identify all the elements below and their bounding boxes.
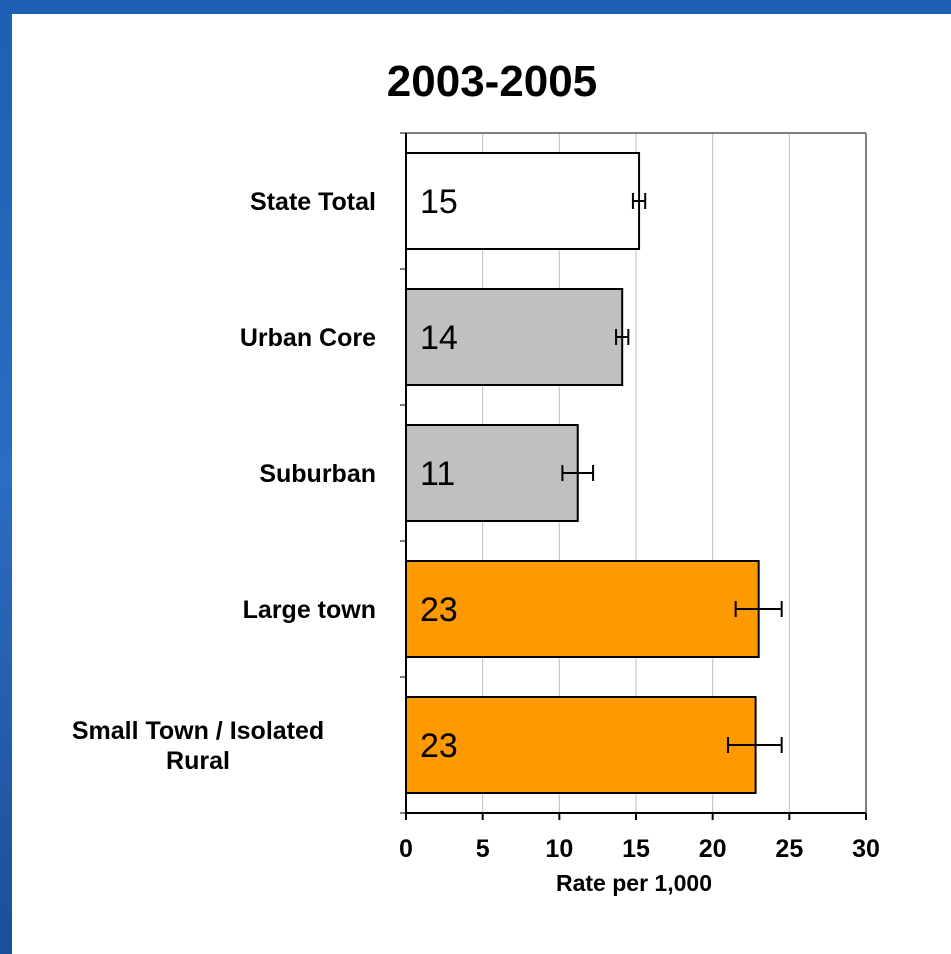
category-label-3: Large town	[243, 596, 376, 624]
x-axis-title: Rate per 1,000	[556, 870, 712, 896]
data-label-4: 23	[420, 727, 458, 765]
category-label-1: Urban Core	[240, 324, 376, 352]
category-label-line: Large town	[243, 596, 376, 624]
category-label-line: Small Town / Isolated	[72, 717, 324, 745]
data-label-3: 23	[420, 591, 458, 629]
category-label-4: Small Town / Isolated Rural	[72, 717, 324, 775]
x-tick-label-30: 30	[852, 835, 880, 863]
bar-layer: 15 14 11 23 23	[406, 153, 782, 793]
chart-title: 2003-2005	[387, 57, 597, 106]
category-label-line: Suburban	[259, 460, 376, 488]
bar-3	[406, 561, 759, 657]
x-tick-label-20: 20	[699, 835, 727, 863]
x-tick-label-10: 10	[545, 835, 573, 863]
category-label-line: Urban Core	[240, 324, 376, 352]
x-tick-label-25: 25	[775, 835, 803, 863]
x-tick-label-0: 0	[399, 835, 413, 863]
x-tick-label-5: 5	[476, 835, 490, 863]
category-label-2: Suburban	[259, 460, 376, 488]
data-label-0: 15	[420, 183, 458, 221]
category-label-line: State Total	[250, 188, 376, 216]
category-label-0: State Total	[250, 188, 376, 216]
data-label-1: 14	[420, 319, 458, 357]
bar-4	[406, 697, 756, 793]
data-label-2: 11	[420, 455, 455, 493]
category-label-line: Rural	[166, 747, 230, 775]
x-tick-label-15: 15	[622, 835, 650, 863]
